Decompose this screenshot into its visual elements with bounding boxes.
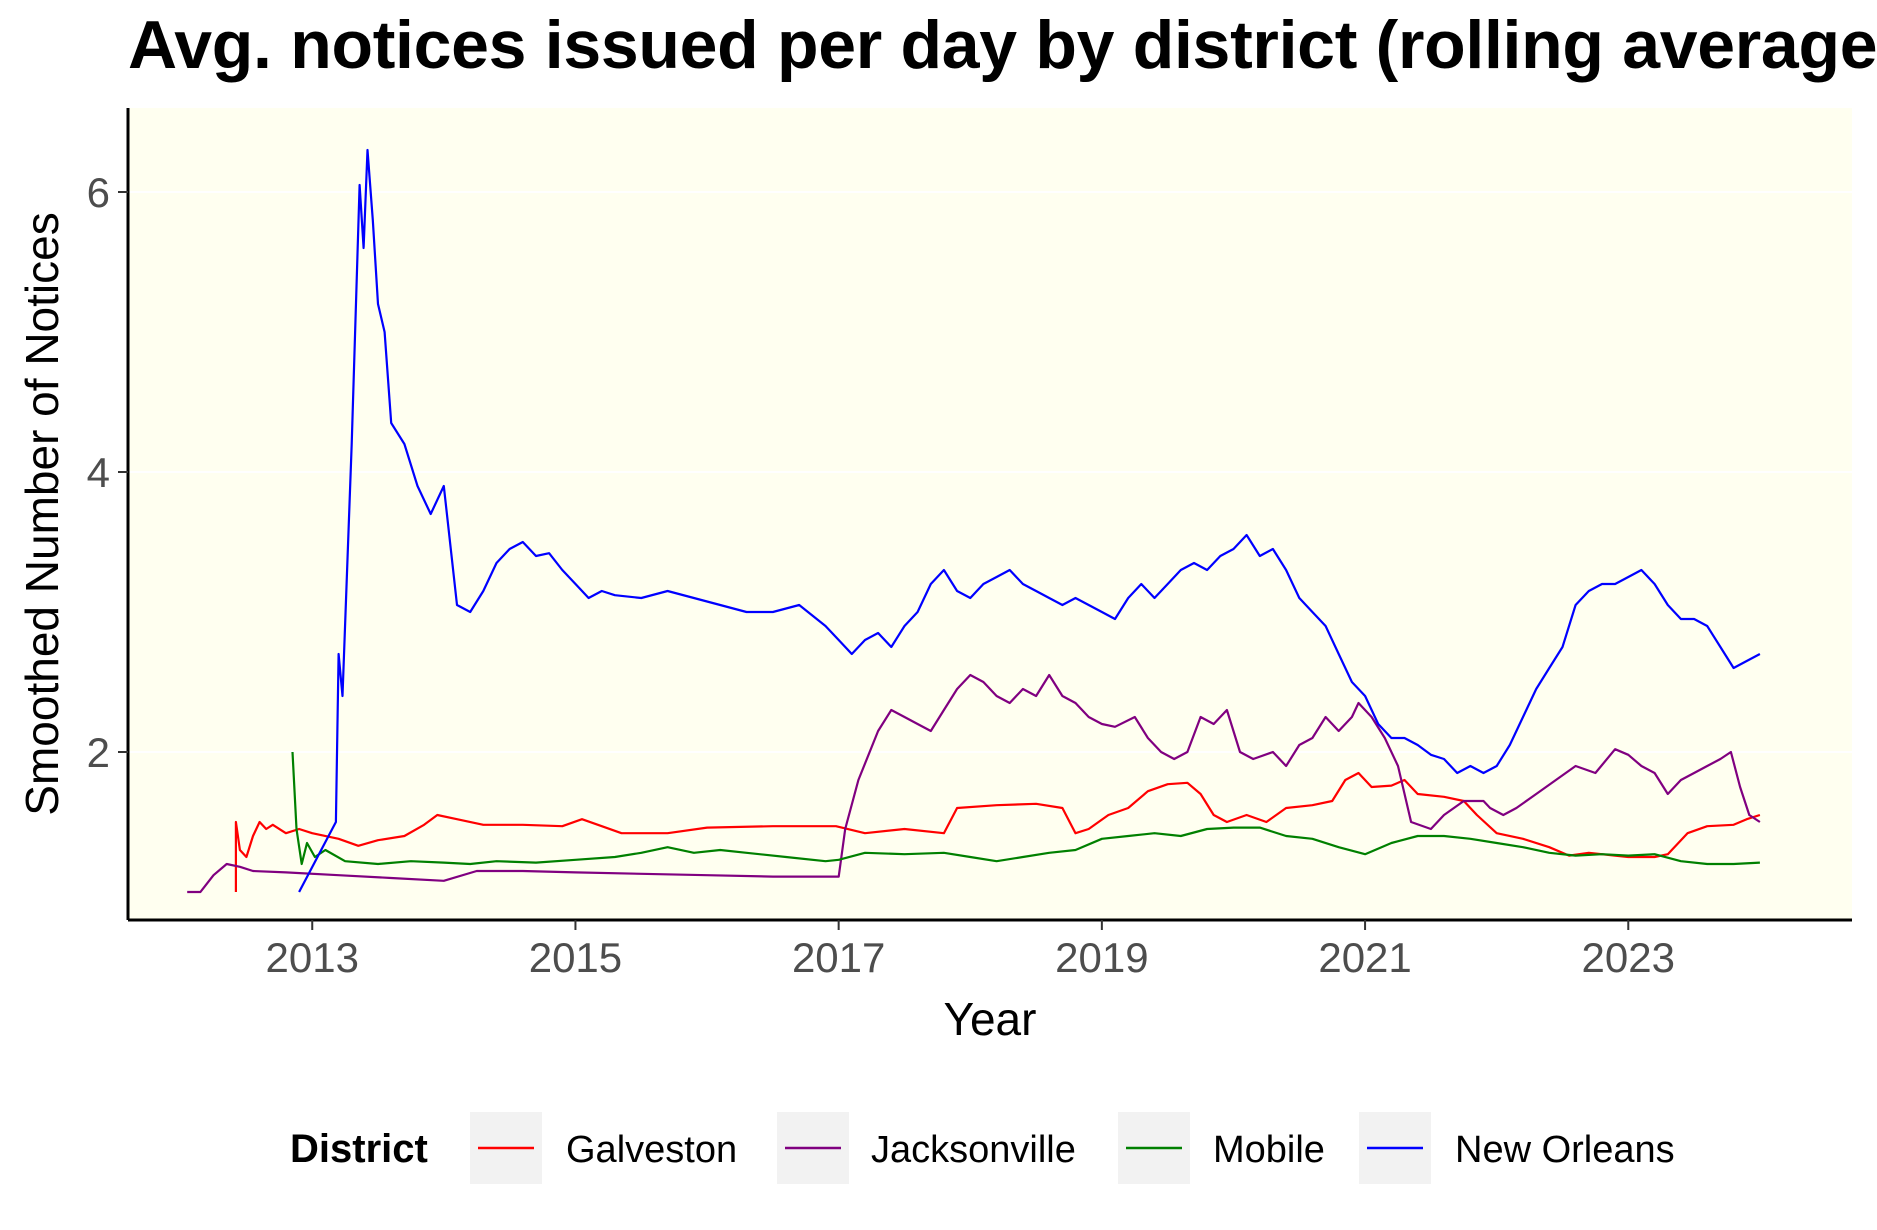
x-tick-label: 2023 xyxy=(1582,934,1675,981)
legend: District Galveston Jacksonville Mobile New … xyxy=(290,1112,1675,1184)
x-tick-label: 2021 xyxy=(1318,934,1411,981)
series-layer xyxy=(187,148,1761,894)
x-axis-ticks: 2013 2015 2017 2019 2021 2023 xyxy=(266,920,1675,981)
legend-label-new-orleans: New Orleans xyxy=(1455,1129,1675,1171)
plot-background xyxy=(128,108,1852,920)
x-tick-label: 2017 xyxy=(792,934,885,981)
chart-title: Avg. notices issued per day by district … xyxy=(128,7,1877,83)
y-axis-title: Smoothed Number of Notices xyxy=(16,212,68,815)
x-axis-title: Year xyxy=(944,993,1037,1045)
series-line-new-orleans xyxy=(298,148,1761,893)
series-line-jacksonville xyxy=(187,673,1761,894)
x-tick-label: 2013 xyxy=(266,934,359,981)
grid-lines xyxy=(128,191,1852,753)
legend-label-jacksonville: Jacksonville xyxy=(871,1129,1076,1171)
legend-label-mobile: Mobile xyxy=(1213,1129,1325,1171)
legend-label-galveston: Galveston xyxy=(566,1129,737,1171)
legend-title: District xyxy=(290,1127,428,1171)
y-tick-label: 4 xyxy=(87,449,110,496)
x-tick-label: 2019 xyxy=(1055,934,1148,981)
series-line-galveston xyxy=(234,771,1761,892)
x-tick-label: 2015 xyxy=(529,934,622,981)
y-tick-label: 6 xyxy=(87,169,110,216)
y-tick-label: 2 xyxy=(87,729,110,776)
y-axis-ticks: 2 4 6 xyxy=(87,169,128,776)
series-line-mobile xyxy=(291,751,1760,866)
